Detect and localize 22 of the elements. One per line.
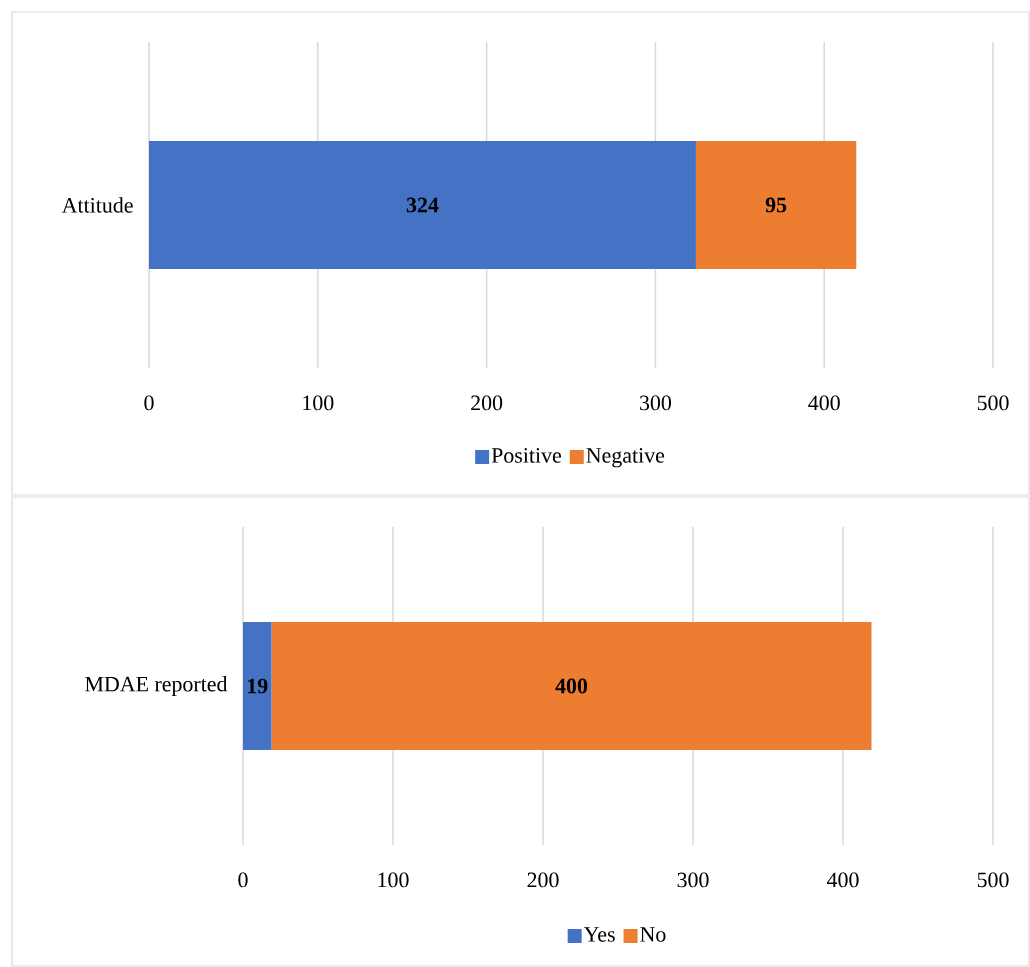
data-label: 400: [555, 678, 588, 694]
data-label: 19: [248, 678, 268, 694]
y-tick-label: MDAE reported: [85, 676, 228, 696]
x-tick-label: 400: [826, 872, 859, 888]
legend-label: Negative: [586, 448, 665, 468]
data-label: 324: [406, 197, 439, 213]
y-tick-label: Attitude: [61, 197, 133, 213]
x-tick-label: 500: [977, 395, 1009, 411]
legend-label: Positive: [491, 448, 562, 463]
x-tick-label: 0: [238, 872, 248, 888]
x-tick-label: 400: [808, 395, 840, 411]
x-tick-label: 300: [677, 872, 709, 888]
x-tick-label: 200: [527, 872, 559, 888]
x-tick-label: 500: [977, 872, 1009, 888]
x-tick-label: 100: [303, 395, 334, 411]
x-tick-label: 100: [378, 872, 409, 888]
legend-label: Yes: [583, 927, 615, 942]
legend-label: No: [640, 927, 666, 942]
data-label: 95: [765, 197, 787, 213]
x-tick-label: 200: [471, 395, 503, 411]
x-tick-label: 0: [144, 395, 154, 411]
x-tick-label: 300: [640, 395, 672, 411]
